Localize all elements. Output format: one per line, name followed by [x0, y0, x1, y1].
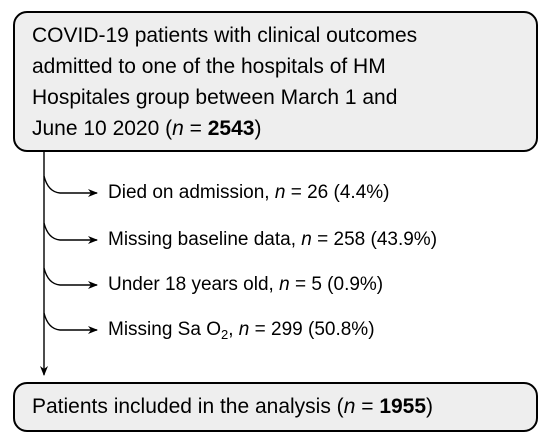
n-symbol: n: [172, 117, 184, 140]
n-symbol: n: [343, 395, 356, 418]
exclusion-arrow: [43, 267, 98, 289]
inclusion-line: admitted to one of the hospitals of HM: [32, 55, 386, 78]
exclusion-value: = 26 (4.4%): [285, 182, 390, 203]
exclusion-arrow: [43, 312, 98, 334]
n-symbol: n: [274, 182, 286, 203]
close-paren: ): [254, 117, 262, 140]
comma: ,: [228, 319, 239, 340]
exclusion-value: = 299 (50.8%): [249, 319, 375, 340]
inclusion-line-text: June 10 2020 (: [32, 117, 173, 140]
n-symbol: n: [279, 274, 290, 295]
exclusion-label: Under 18 years old,: [108, 274, 280, 295]
analysis-count: 1955: [379, 395, 427, 418]
analysis-line: Patients included in the analysis (n = 1…: [32, 391, 518, 422]
exclusion-arrow: [43, 175, 98, 197]
inclusion-criteria-box: COVID-19 patients with clinical outcomes…: [13, 11, 538, 152]
inclusion-line: COVID-19 patients with clinical outcomes: [32, 24, 418, 47]
exclusion-label: Missing Sa O: [108, 319, 221, 340]
inclusion-line: Hospitales group between March 1 and: [32, 86, 398, 109]
exclusion-item: Under 18 years old, n = 5 (0.9%): [108, 273, 383, 297]
analysis-cohort-box: Patients included in the analysis (n = 1…: [13, 382, 538, 432]
n-symbol: n: [301, 229, 312, 250]
inclusion-line: June 10 2020 (n = 2543): [32, 113, 518, 144]
exclusion-label: Missing baseline data,: [108, 229, 302, 250]
exclusion-item: Died on admission, n = 26 (4.4%): [108, 181, 389, 205]
exclusion-item: Missing Sa O2, n = 299 (50.8%): [108, 318, 375, 342]
exclusion-value: = 5 (0.9%): [289, 274, 384, 295]
n-symbol: n: [238, 319, 250, 340]
inclusion-count: 2543: [207, 117, 255, 140]
analysis-text: Patients included in the analysis (: [32, 395, 344, 418]
exclusion-value: = 258 (43.9%): [311, 229, 438, 250]
subscript: 2: [220, 327, 229, 342]
equals-sign: =: [355, 395, 380, 418]
exclusion-arrow: [43, 222, 98, 244]
close-paren: ): [426, 395, 434, 418]
exclusion-label: Died on admission,: [108, 182, 275, 203]
equals-sign: =: [183, 117, 208, 140]
exclusion-item: Missing baseline data, n = 258 (43.9%): [108, 228, 437, 252]
